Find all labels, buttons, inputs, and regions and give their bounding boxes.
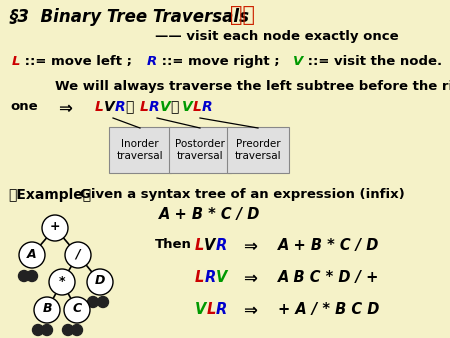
Text: A: A: [27, 247, 37, 261]
Text: Preorder
traversal: Preorder traversal: [235, 139, 281, 161]
Text: R: R: [149, 100, 159, 114]
Text: R: R: [146, 55, 157, 68]
Circle shape: [42, 215, 68, 241]
Text: 《Example》: 《Example》: [8, 188, 91, 202]
Circle shape: [49, 269, 75, 295]
Text: R: R: [204, 270, 216, 285]
Circle shape: [41, 324, 53, 336]
Text: R: R: [216, 238, 227, 253]
Circle shape: [65, 242, 91, 268]
Text: ⇒: ⇒: [58, 100, 72, 118]
Text: ::= visit the node.: ::= visit the node.: [303, 55, 442, 68]
FancyBboxPatch shape: [109, 127, 171, 173]
Circle shape: [87, 296, 99, 308]
Text: V: V: [195, 302, 207, 317]
Text: V: V: [182, 100, 193, 114]
Circle shape: [27, 270, 37, 282]
Circle shape: [64, 297, 90, 323]
Text: V: V: [216, 270, 227, 285]
Text: ⇒: ⇒: [243, 270, 257, 288]
Text: 遍历: 遍历: [230, 5, 255, 25]
Text: ⇒: ⇒: [243, 238, 257, 256]
FancyBboxPatch shape: [227, 127, 289, 173]
Text: +: +: [50, 220, 60, 234]
FancyBboxPatch shape: [169, 127, 231, 173]
Text: L: L: [95, 100, 104, 114]
Circle shape: [19, 242, 45, 268]
Text: *: *: [59, 274, 65, 288]
Text: L: L: [195, 238, 204, 253]
Text: L: L: [195, 270, 204, 285]
Text: D: D: [95, 274, 105, 288]
Circle shape: [87, 269, 113, 295]
Text: R: R: [216, 302, 227, 317]
Text: 、: 、: [170, 100, 179, 114]
Text: —— visit each node exactly once: —— visit each node exactly once: [155, 30, 399, 43]
Text: /: /: [76, 247, 80, 261]
Text: V: V: [293, 55, 303, 68]
Circle shape: [18, 270, 30, 282]
Text: R: R: [115, 100, 125, 114]
Text: Then: Then: [155, 238, 192, 251]
Text: V: V: [104, 100, 115, 114]
Text: ⇒: ⇒: [243, 302, 257, 320]
Text: L: L: [193, 100, 202, 114]
Circle shape: [98, 296, 108, 308]
Text: one: one: [10, 100, 38, 113]
Text: A + B * C / D: A + B * C / D: [278, 238, 379, 253]
Text: ::= move right ;: ::= move right ;: [157, 55, 293, 68]
Text: Given a syntax tree of an expression (infix): Given a syntax tree of an expression (in…: [80, 188, 405, 201]
Text: C: C: [72, 303, 81, 315]
Text: We will always traverse the left subtree before the right: We will always traverse the left subtree…: [55, 80, 450, 93]
Text: R: R: [202, 100, 212, 114]
Text: V: V: [204, 238, 216, 253]
Text: 、: 、: [125, 100, 134, 114]
Text: Postorder
traversal: Postorder traversal: [175, 139, 225, 161]
Circle shape: [63, 324, 73, 336]
Text: B: B: [42, 303, 52, 315]
Text: + A / * B C D: + A / * B C D: [278, 302, 379, 317]
Text: §3  Binary Tree Traversals: §3 Binary Tree Traversals: [10, 8, 250, 26]
Circle shape: [32, 324, 44, 336]
Text: L: L: [12, 55, 21, 68]
Text: V: V: [159, 100, 170, 114]
Text: A + B * C / D: A + B * C / D: [159, 207, 261, 222]
Text: A B C * D / +: A B C * D / +: [278, 270, 379, 285]
Text: Inorder
traversal: Inorder traversal: [117, 139, 163, 161]
Text: ::= move left ;: ::= move left ;: [21, 55, 146, 68]
Circle shape: [34, 297, 60, 323]
Text: L: L: [207, 302, 216, 317]
Circle shape: [72, 324, 82, 336]
Text: L: L: [140, 100, 149, 114]
